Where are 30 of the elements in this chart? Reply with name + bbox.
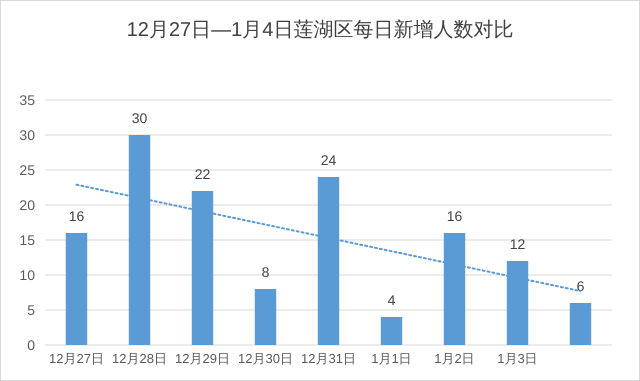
x-tick-label: 12月30日: [238, 351, 293, 366]
bar: [570, 303, 592, 345]
bar: [254, 289, 276, 345]
data-label: 16: [68, 208, 84, 224]
x-tick-label: 12月27日: [49, 351, 104, 366]
data-label: 4: [388, 292, 396, 308]
x-tick-label: 1月1日: [371, 351, 412, 366]
data-label: 30: [132, 110, 148, 126]
x-tick-label: 12月31日: [301, 351, 356, 366]
y-tick-label: 30: [19, 127, 36, 143]
x-tick-label: 1月2日: [434, 351, 475, 366]
data-label: 22: [194, 166, 210, 182]
bar: [66, 233, 88, 345]
x-tick-label: 12月29日: [175, 351, 230, 366]
y-tick-label: 0: [27, 337, 36, 353]
x-tick-label: 12月28日: [112, 351, 167, 366]
bar: [380, 317, 402, 345]
y-tick-label: 20: [19, 197, 36, 213]
data-label: 16: [446, 208, 462, 224]
chart-title: 12月27日—1月4日莲湖区每日新增人数对比: [126, 19, 514, 41]
y-tick-label: 5: [27, 302, 36, 318]
data-label: 6: [576, 278, 585, 294]
y-tick-label: 10: [19, 267, 36, 283]
y-tick-label: 15: [19, 232, 36, 248]
y-tick-label: 25: [19, 162, 36, 178]
x-tick-label: 1月3日: [497, 351, 538, 366]
data-label: 24: [320, 152, 336, 168]
data-label: 12: [510, 236, 526, 252]
y-tick-label: 35: [19, 92, 36, 108]
data-label: 8: [262, 264, 270, 280]
